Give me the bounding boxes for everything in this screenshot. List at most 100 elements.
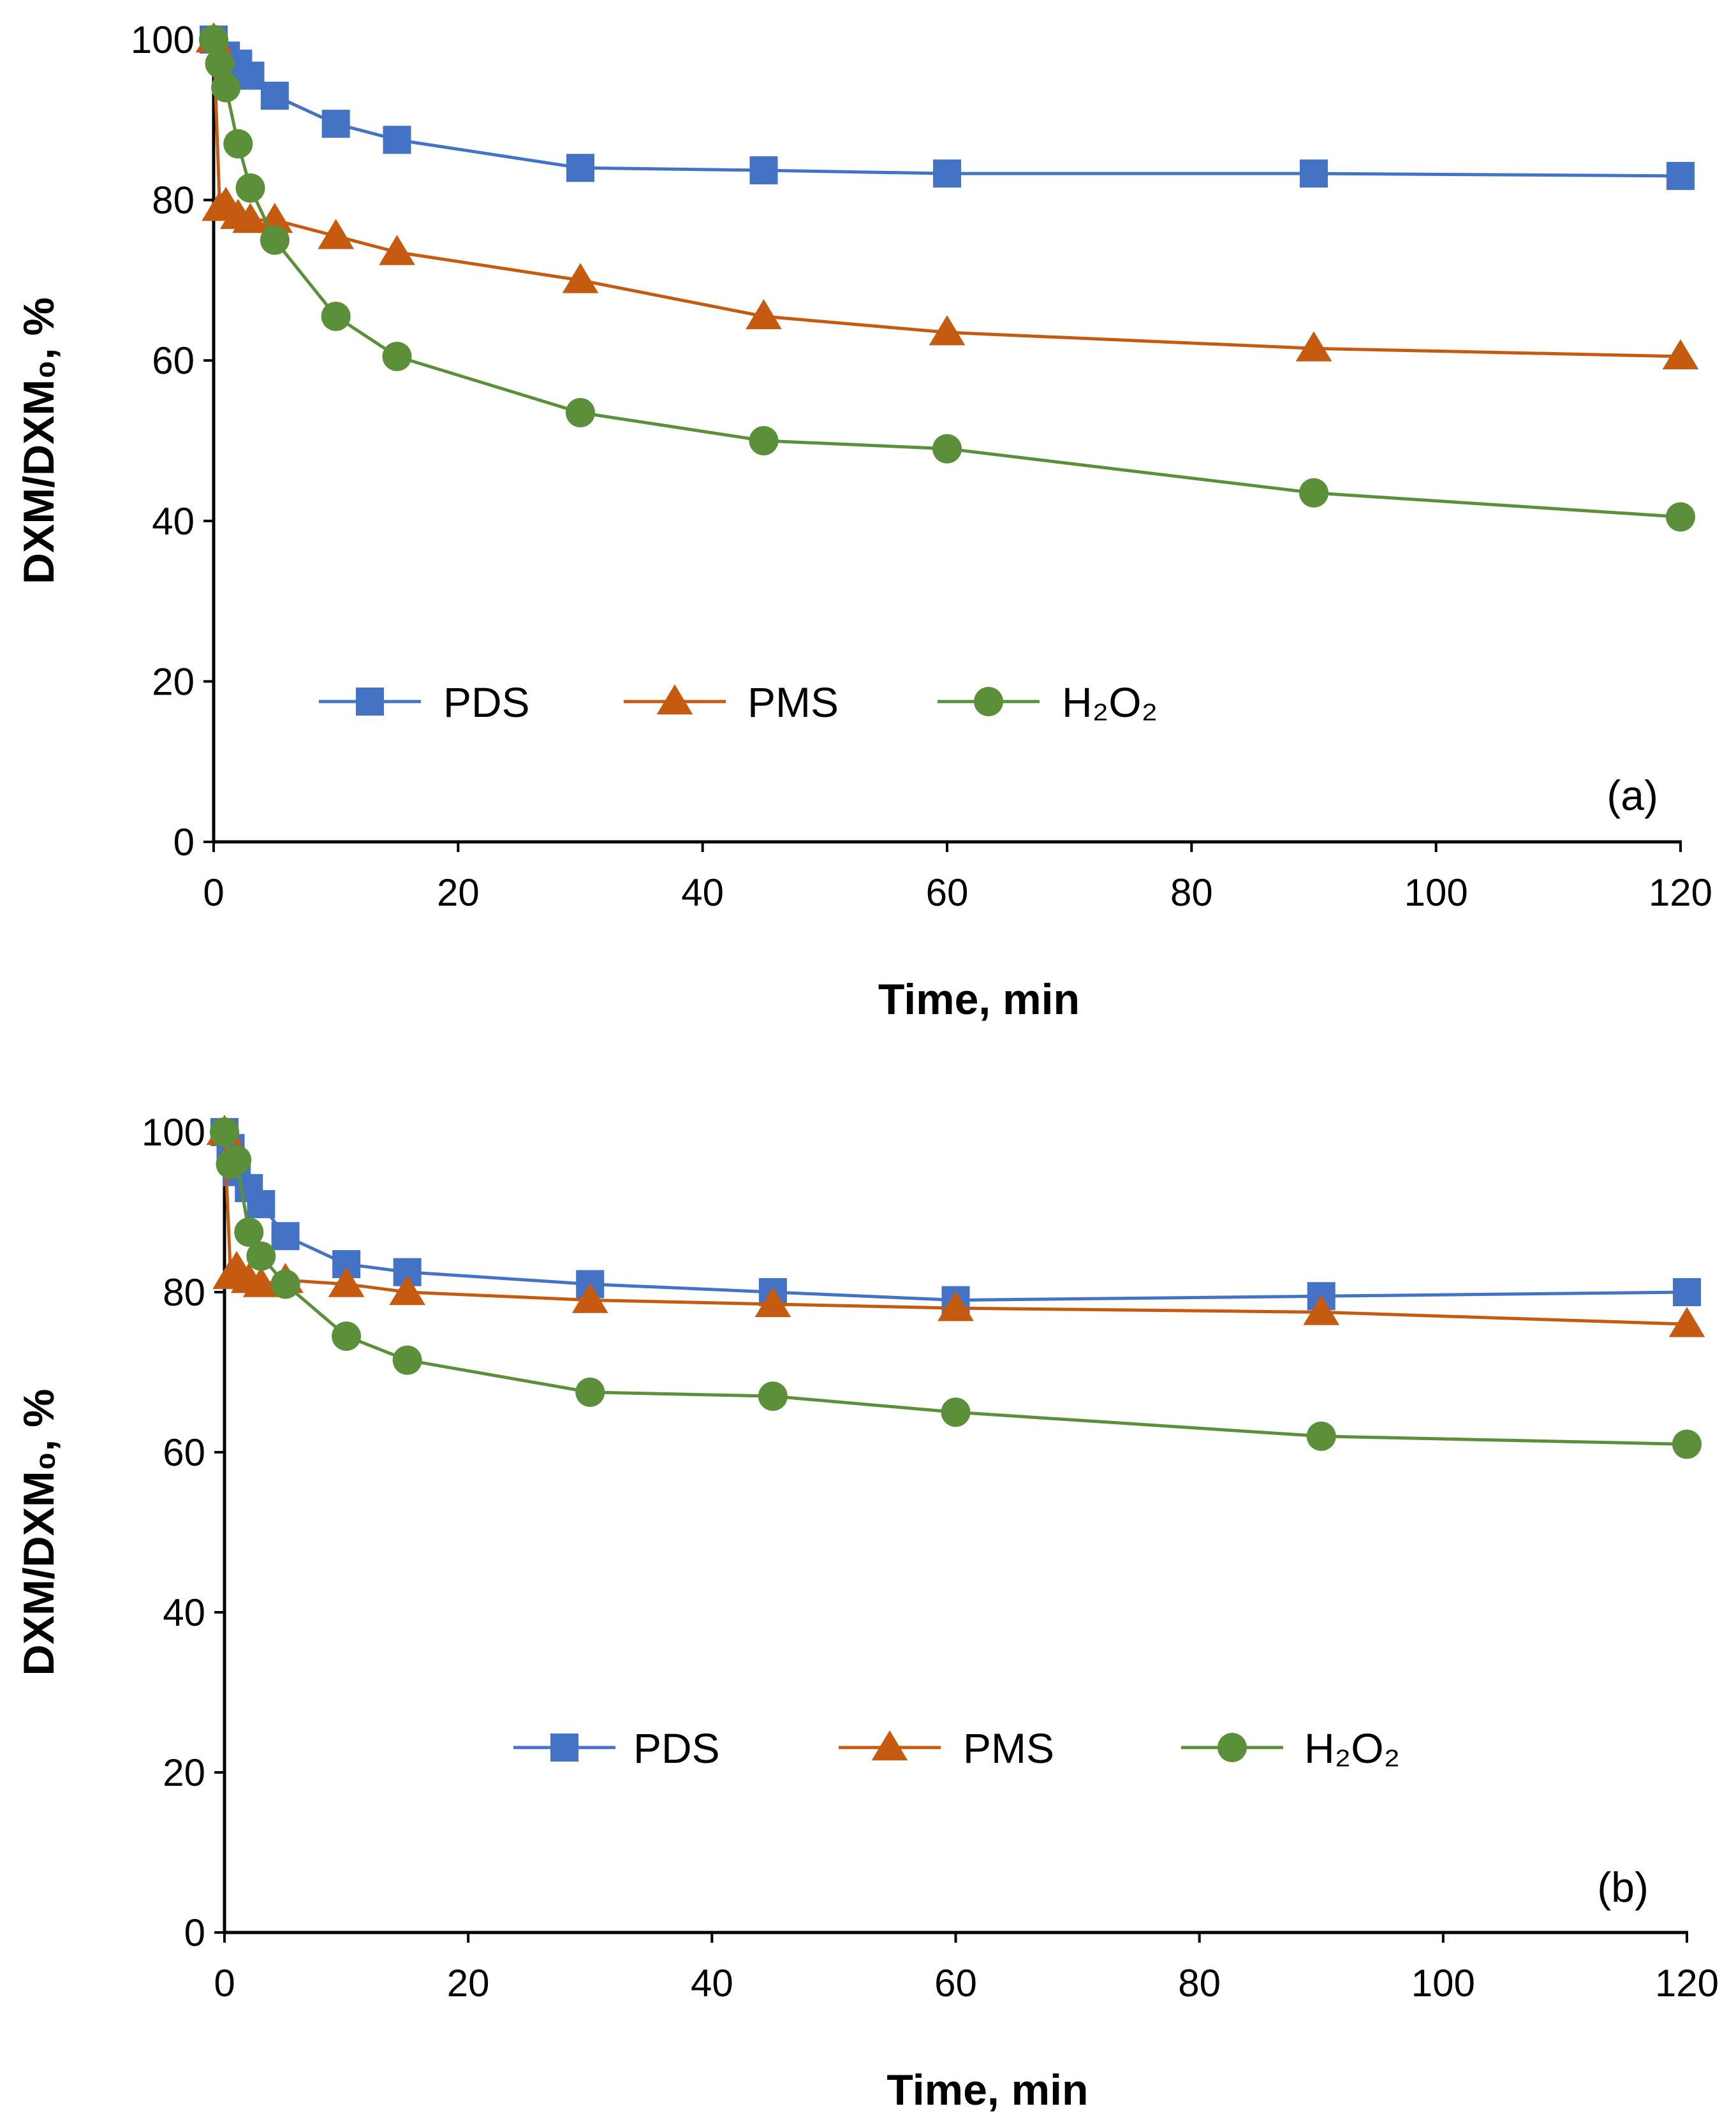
data-point-h2o2 xyxy=(321,302,351,332)
legend-item-pms: PMS xyxy=(839,1725,1054,1772)
panel-label: (b) xyxy=(1597,1864,1649,1911)
series-line-pms xyxy=(212,39,1681,358)
y-tick-label: 40 xyxy=(163,1591,205,1634)
series-h2o2 xyxy=(210,1117,1702,1459)
x-tick-label: 60 xyxy=(926,871,969,914)
y-tick-label: 100 xyxy=(131,18,195,61)
legend-label: PMS xyxy=(747,679,839,726)
series-pms xyxy=(206,1115,1705,1337)
data-point-pms xyxy=(256,203,293,233)
y-tick-label: 60 xyxy=(163,1431,205,1474)
x-tick-label: 20 xyxy=(447,1962,490,2005)
legend-marker-pms xyxy=(656,684,693,715)
legend-marker-h2o2 xyxy=(974,687,1003,716)
legend-marker-pds xyxy=(550,1734,578,1762)
data-point-h2o2 xyxy=(235,173,265,203)
y-tick-label: 100 xyxy=(142,1111,205,1154)
legend-label: PMS xyxy=(963,1725,1054,1772)
legend-marker-h2o2 xyxy=(1217,1733,1247,1762)
x-tick-label: 40 xyxy=(681,871,724,914)
data-point-h2o2 xyxy=(932,434,962,464)
x-tick-label: 60 xyxy=(934,1962,977,2005)
data-point-h2o2 xyxy=(566,397,595,427)
data-point-pds xyxy=(260,82,289,110)
x-tick-label: 120 xyxy=(1655,1962,1719,2005)
data-point-h2o2 xyxy=(332,1321,362,1351)
legend-item-pds: PDS xyxy=(319,679,530,726)
data-point-pds xyxy=(383,126,411,154)
x-tick-label: 40 xyxy=(691,1962,733,2005)
data-point-h2o2 xyxy=(270,1269,300,1299)
data-point-pms xyxy=(379,235,415,265)
data-point-h2o2 xyxy=(210,1117,239,1147)
data-point-pds xyxy=(566,154,594,182)
data-point-h2o2 xyxy=(749,426,779,455)
x-tick-label: 20 xyxy=(437,871,480,914)
data-point-h2o2 xyxy=(223,129,253,159)
data-point-h2o2 xyxy=(260,225,290,255)
x-axis-title: Time, min xyxy=(886,2066,1088,2114)
data-point-h2o2 xyxy=(382,341,412,371)
data-point-pms xyxy=(562,263,599,293)
y-tick-label: 40 xyxy=(152,500,195,543)
data-point-h2o2 xyxy=(1666,502,1695,532)
data-point-pms xyxy=(938,1291,974,1321)
legend: PDS PMS H₂O₂ xyxy=(319,679,1158,726)
series-pds xyxy=(200,26,1695,190)
y-axis-title: DXM/DXM₀, % xyxy=(15,297,63,584)
data-point-h2o2 xyxy=(392,1345,422,1375)
legend: PDS PMS H₂O₂ xyxy=(513,1725,1400,1772)
data-point-h2o2 xyxy=(199,25,228,54)
data-point-pms xyxy=(318,219,355,249)
data-point-pms xyxy=(1662,339,1699,370)
data-point-pds xyxy=(1673,1278,1701,1306)
chart-panel-b: 0 20 40 60 80 100 0 20 40 60 80 100 120 Time, min DXM/… xyxy=(15,1111,1719,2114)
data-point-pds xyxy=(1666,161,1695,190)
legend-item-pms: PMS xyxy=(624,679,839,726)
y-tick-label: 60 xyxy=(152,339,195,382)
data-point-pms xyxy=(754,1286,791,1318)
data-point-pms xyxy=(571,1283,608,1313)
data-point-pms xyxy=(929,315,966,346)
data-point-pms xyxy=(389,1275,425,1306)
data-point-h2o2 xyxy=(234,1217,264,1247)
data-point-h2o2 xyxy=(222,1145,252,1175)
x-axis-title: Time, min xyxy=(878,975,1080,1024)
data-point-pds xyxy=(236,61,265,90)
data-point-pms xyxy=(746,299,782,330)
data-point-h2o2 xyxy=(941,1397,971,1427)
data-point-pds xyxy=(749,156,778,185)
data-point-pms xyxy=(232,203,268,233)
legend-label: PDS xyxy=(443,679,530,726)
panel-label: (a) xyxy=(1607,772,1658,819)
x-tick-label: 100 xyxy=(1404,871,1468,914)
legend-item-h2o2: H₂O₂ xyxy=(1181,1725,1400,1772)
chart-panel-a: 0 20 40 60 80 100 0 20 40 60 80 100 120 Time, min DXM/… xyxy=(15,18,1712,1024)
x-tick-label: 120 xyxy=(1649,871,1712,914)
legend-marker-pms xyxy=(871,1730,908,1761)
y-tick-label: 0 xyxy=(184,1911,205,1954)
data-point-pds xyxy=(933,159,961,188)
data-point-pms xyxy=(1303,1295,1340,1325)
data-point-pms xyxy=(1668,1307,1705,1337)
y-tick-label: 20 xyxy=(163,1751,205,1794)
legend-label: H₂O₂ xyxy=(1062,679,1158,726)
y-axis-title: DXM/DXM₀, % xyxy=(15,1388,63,1675)
data-point-h2o2 xyxy=(758,1381,788,1411)
data-point-pds xyxy=(1300,159,1328,188)
data-point-pms xyxy=(328,1267,365,1297)
legend-label: H₂O₂ xyxy=(1304,1725,1400,1772)
data-point-pms xyxy=(1295,331,1332,362)
x-tick-label: 100 xyxy=(1411,1962,1475,2005)
data-point-h2o2 xyxy=(246,1241,276,1271)
data-point-pds xyxy=(321,110,350,138)
x-tick-label: 80 xyxy=(1178,1962,1221,2005)
y-tick-label: 80 xyxy=(152,179,195,222)
data-point-h2o2 xyxy=(211,73,241,103)
legend-marker-pds xyxy=(356,688,384,716)
data-point-h2o2 xyxy=(205,48,235,78)
legend-label: PDS xyxy=(633,1725,720,1772)
data-point-pds xyxy=(247,1189,276,1218)
y-tick-label: 0 xyxy=(173,821,195,864)
y-tick-label: 20 xyxy=(152,660,195,703)
